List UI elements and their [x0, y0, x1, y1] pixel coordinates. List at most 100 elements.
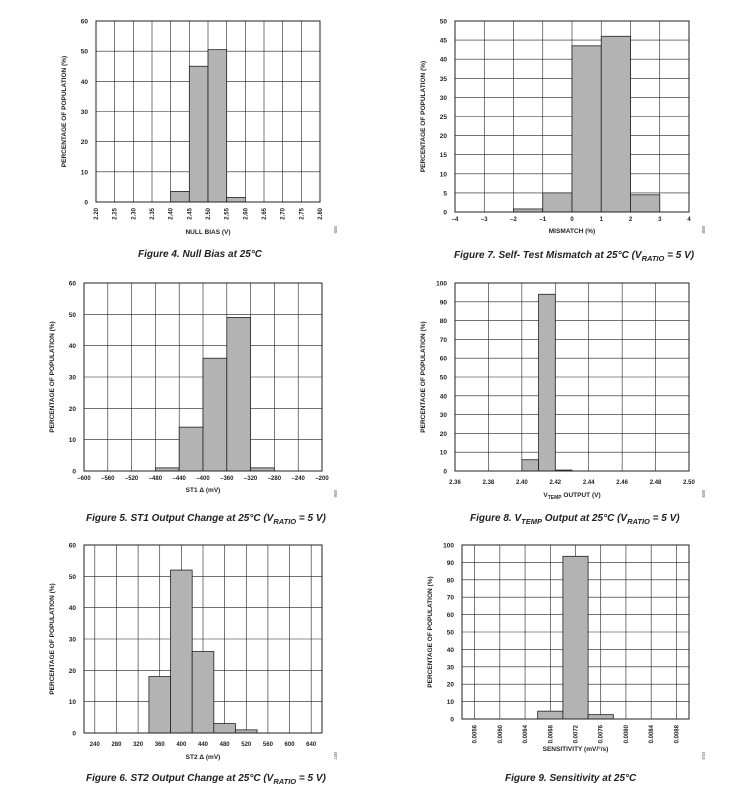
x-tick-label: 2.70	[281, 207, 287, 219]
y-tick-label: 0	[450, 717, 454, 724]
x-tick-label: 2.20	[94, 207, 100, 219]
x-tick-label: 2.75	[299, 207, 305, 219]
x-tick-label: 2.35	[150, 207, 156, 219]
y-tick-label: 50	[69, 574, 77, 581]
x-axis-label-tail: OUTPUT (V)	[562, 492, 601, 499]
y-tick-label: 70	[447, 595, 455, 602]
x-tick-label: 440	[198, 742, 209, 748]
y-axis-label: PERCENTAGE OF POPULATION (%)	[61, 56, 68, 167]
x-tick-label: 3	[658, 217, 662, 223]
x-tick-label: 2	[629, 217, 633, 223]
x-tick-label: –480	[149, 476, 163, 482]
figure-caption: Figure 6. ST2 Output Change at 25°C (VRA…	[86, 773, 326, 786]
chart-svg-fig5: 0 10 20 30 40 50 60 –600 –560 –520 –480 –440 –400 –36…	[49, 281, 329, 495]
x-tick-label: 0.0072	[574, 724, 580, 743]
y-tick-label: 20	[81, 139, 89, 146]
x-tick-label: –200	[315, 476, 329, 482]
y-tick-label: 10	[440, 450, 448, 457]
histogram-bar-2	[587, 714, 614, 720]
y-tick-label: 10	[447, 699, 455, 706]
histogram-bar-1	[562, 555, 589, 720]
x-tick-label: 320	[133, 742, 144, 748]
plot-frame	[83, 282, 323, 472]
figure-4-null-bias: 0 10 20 30 40 50 60 2.20 2.25 2.30 2.35 2.40 2.45 2.5…	[0, 0, 376, 270]
x-tick-label: 520	[241, 742, 252, 748]
x-tick-label: 2.48	[650, 480, 662, 486]
y-tick-label: 10	[69, 437, 77, 444]
y-tick-label: 40	[440, 57, 448, 64]
y-tick-label: 30	[440, 95, 448, 102]
histogram-bar-0	[537, 710, 564, 720]
y-tick-label: 60	[447, 612, 455, 619]
x-tick-label: 0.0076	[599, 724, 605, 743]
y-tick-label: 60	[440, 356, 448, 363]
x-tick-label: 2.65	[262, 207, 268, 219]
figure-caption: Figure 9. Sensitivity at 25°C	[505, 773, 637, 784]
x-tick-label: 2.44	[583, 480, 595, 486]
y-axis-label: PERCENTAGE OF POPULATION (%)	[420, 61, 427, 172]
x-tick-label: 0.0064	[523, 724, 529, 743]
y-tick-label: 0	[84, 200, 88, 207]
x-tick-label: 2.50	[206, 207, 212, 219]
x-tick-label: 240	[90, 742, 101, 748]
y-tick-label: 40	[69, 605, 77, 612]
y-tick-label: 10	[81, 169, 89, 176]
plot-frame	[454, 20, 690, 213]
y-tick-label: 20	[69, 668, 77, 675]
y-tick-label: 30	[69, 637, 77, 644]
y-tick-label: 50	[81, 49, 89, 56]
x-tick-label: –240	[292, 476, 306, 482]
chart-svg-fig7: 0 5 10 15 20 25 30 35 40 45 50 –4 –3 –2 –1 0 1 2 3 4 MISMATC…	[420, 19, 691, 236]
x-tick-label: 1	[600, 217, 604, 223]
x-axis-label: MISMATCH (%)	[549, 228, 595, 235]
x-tick-label: 560	[263, 742, 274, 748]
y-axis-label: PERCENTAGE OF POPULATION (%)	[420, 321, 427, 432]
y-tick-label: 20	[447, 682, 455, 689]
y-tick-label: 80	[447, 577, 455, 584]
x-tick-label: –600	[77, 476, 91, 482]
y-tick-label: 15	[440, 152, 448, 159]
x-tick-label: 4	[687, 217, 691, 223]
y-tick-label: 0	[72, 731, 76, 738]
y-tick-label: 0	[72, 469, 76, 476]
figure-caption: Figure 8. VTEMP Output at 25°C (VRATIO =…	[470, 513, 680, 526]
figure-7-self-test-mismatch: 0 5 10 15 20 25 30 35 40 45 50 –4 –3 –2 –1 0 1 2 3 4 MISMATC…	[0, 0, 752, 270]
figure-6-st2-output-change: 0 10 20 30 40 50 60 240 280 320 360 400 440 480 520 560…	[0, 0, 376, 800]
y-tick-label: 50	[447, 630, 455, 637]
y-tick-label: 60	[81, 19, 89, 26]
y-tick-label: 90	[447, 560, 455, 567]
y-tick-label: 0	[443, 210, 447, 217]
x-axis-label: ST1 Δ (mV)	[186, 487, 221, 494]
x-tick-label: 0.0084	[649, 724, 655, 743]
x-tick-label: –400	[196, 476, 210, 482]
y-tick-label: 90	[440, 299, 448, 306]
x-tick-label: 480	[220, 742, 231, 748]
chart-svg-fig4: 0 10 20 30 40 50 60 2.20 2.25 2.30 2.35 2.40 2.45 2.5…	[61, 19, 324, 237]
y-tick-label: 50	[440, 375, 448, 382]
y-tick-label: 40	[447, 647, 455, 654]
chart-svg-fig8: 0 10 20 30 40 50 60 70 80 90 100 2.36 2.38 2.40 2.42 2.…	[420, 281, 695, 502]
y-tick-label: 0	[443, 469, 447, 476]
x-tick-label: –280	[268, 476, 282, 482]
x-tick-label: 360	[155, 742, 166, 748]
y-tick-label: 30	[69, 375, 77, 382]
histogram-bar-2	[571, 45, 602, 213]
x-tick-label: 2.50	[683, 480, 695, 486]
x-tick-label: 640	[306, 742, 317, 748]
plot-frame	[95, 20, 321, 203]
histogram-bar-3	[600, 35, 631, 213]
x-tick-label: 0	[570, 217, 574, 223]
y-tick-label: 10	[440, 171, 448, 178]
x-tick-label: 2.55	[225, 207, 231, 219]
y-tick-label: 80	[440, 318, 448, 325]
x-tick-label: –440	[173, 476, 187, 482]
y-tick-label: 10	[69, 699, 77, 706]
x-tick-label: –520	[125, 476, 139, 482]
x-tick-label: 2.40	[169, 207, 175, 219]
x-tick-label: 0.0080	[624, 724, 630, 743]
x-axis-label: NULL BIAS (V)	[185, 229, 230, 236]
x-tick-label: 0.0068	[548, 724, 554, 743]
y-tick-label: 100	[443, 543, 454, 550]
